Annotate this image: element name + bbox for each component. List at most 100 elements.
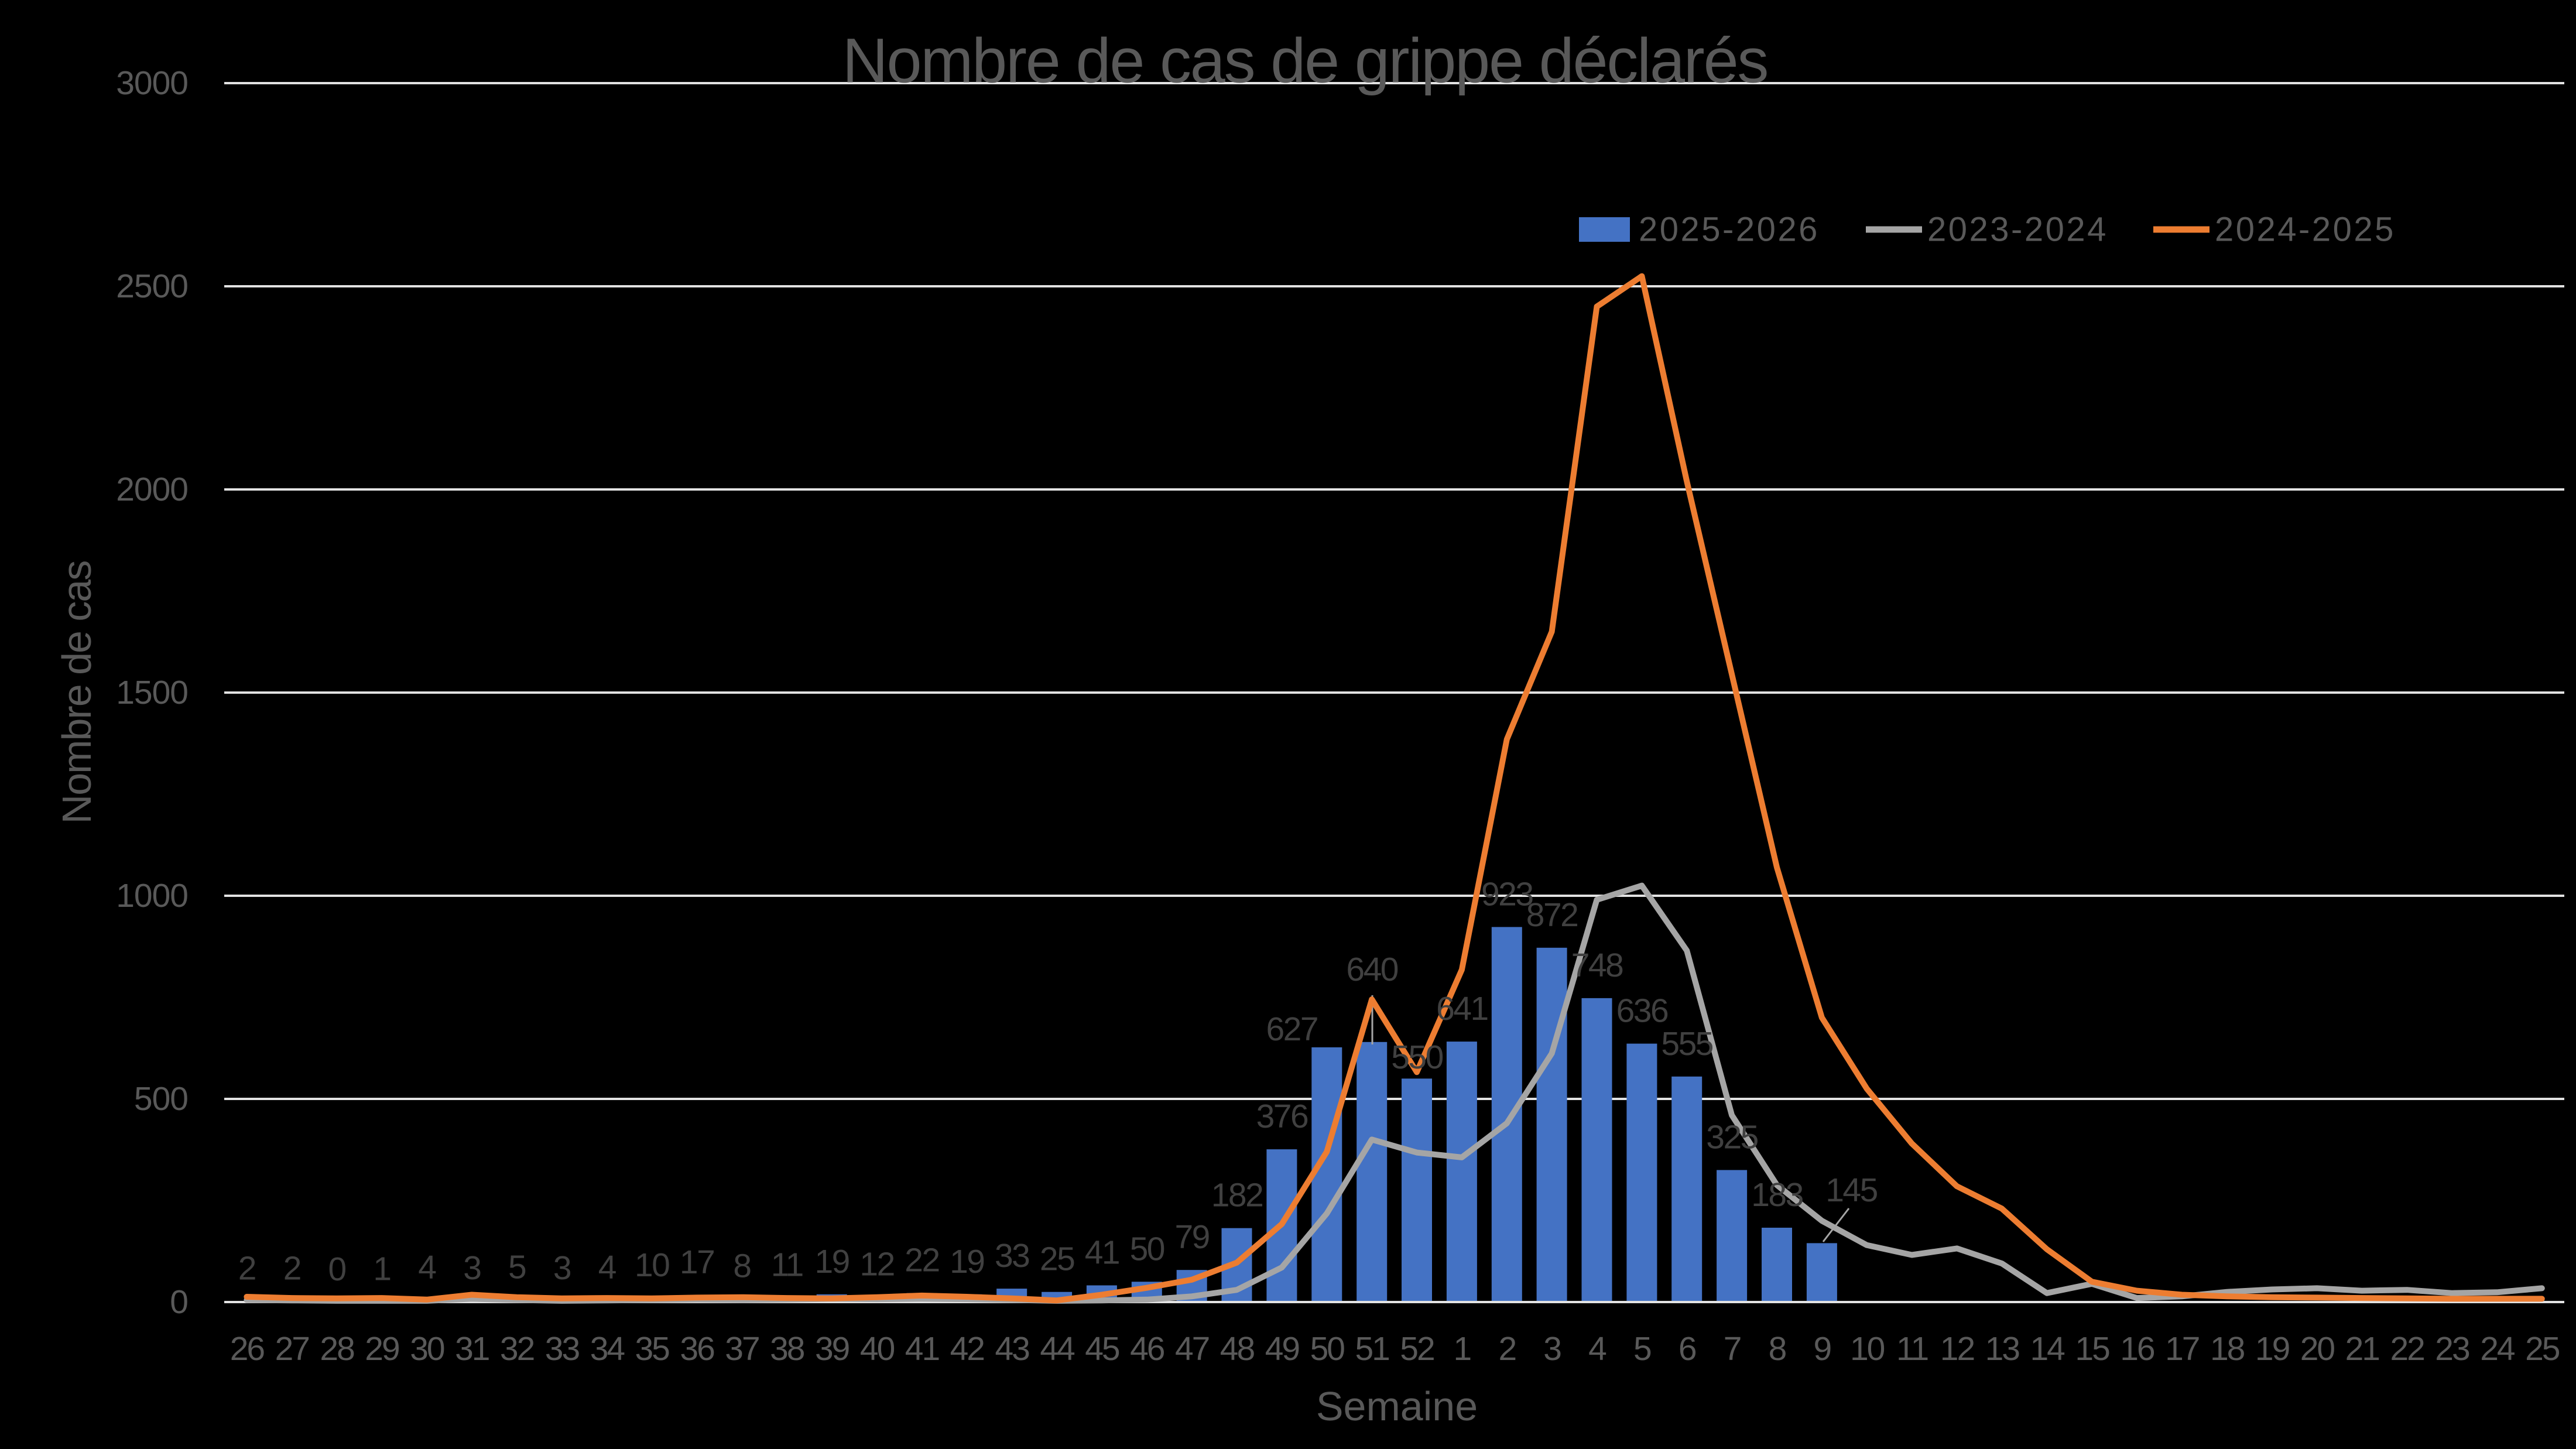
svg-text:11: 11 xyxy=(1896,1330,1927,1368)
svg-text:4: 4 xyxy=(418,1249,436,1286)
svg-text:8: 8 xyxy=(1769,1330,1786,1368)
svg-text:44: 44 xyxy=(1040,1330,1075,1368)
svg-text:19: 19 xyxy=(814,1243,848,1280)
svg-text:3000: 3000 xyxy=(116,64,188,102)
svg-text:11: 11 xyxy=(771,1246,803,1283)
svg-text:35: 35 xyxy=(635,1330,669,1368)
svg-text:32: 32 xyxy=(500,1330,534,1368)
svg-text:1000: 1000 xyxy=(116,877,188,914)
svg-text:550: 550 xyxy=(1391,1039,1443,1076)
svg-text:1500: 1500 xyxy=(116,674,188,711)
svg-text:4: 4 xyxy=(598,1249,616,1286)
svg-text:1: 1 xyxy=(373,1250,390,1287)
svg-text:923: 923 xyxy=(1481,875,1533,913)
svg-text:14: 14 xyxy=(2030,1330,2065,1368)
svg-text:3: 3 xyxy=(1543,1330,1561,1368)
svg-text:37: 37 xyxy=(725,1330,759,1368)
svg-text:0: 0 xyxy=(170,1283,188,1321)
svg-text:12: 12 xyxy=(1940,1330,1974,1368)
svg-text:40: 40 xyxy=(860,1330,895,1368)
svg-text:34: 34 xyxy=(590,1330,625,1368)
svg-text:36: 36 xyxy=(680,1330,714,1368)
svg-text:9: 9 xyxy=(1814,1330,1831,1368)
svg-text:79: 79 xyxy=(1174,1218,1208,1256)
svg-text:41: 41 xyxy=(1085,1234,1119,1272)
svg-text:41: 41 xyxy=(905,1330,939,1368)
svg-text:145: 145 xyxy=(1825,1171,1877,1209)
svg-text:12: 12 xyxy=(859,1246,893,1283)
svg-text:45: 45 xyxy=(1085,1330,1119,1368)
svg-text:20: 20 xyxy=(2300,1330,2335,1368)
svg-text:19: 19 xyxy=(2255,1330,2289,1368)
svg-text:42: 42 xyxy=(950,1330,984,1368)
svg-text:627: 627 xyxy=(1266,1010,1317,1048)
svg-text:49: 49 xyxy=(1265,1330,1299,1368)
svg-text:18: 18 xyxy=(2210,1330,2245,1368)
svg-text:43: 43 xyxy=(995,1330,1029,1368)
svg-text:23: 23 xyxy=(2435,1330,2469,1368)
svg-text:21: 21 xyxy=(2345,1330,2379,1368)
svg-text:2: 2 xyxy=(283,1250,300,1287)
svg-text:39: 39 xyxy=(815,1330,849,1368)
svg-text:872: 872 xyxy=(1526,896,1578,934)
svg-text:0: 0 xyxy=(328,1251,345,1288)
svg-text:31: 31 xyxy=(455,1330,489,1368)
svg-text:50: 50 xyxy=(1130,1230,1164,1268)
svg-text:33: 33 xyxy=(545,1330,580,1368)
svg-text:Nombre de cas: Nombre de cas xyxy=(54,561,100,824)
svg-text:19: 19 xyxy=(950,1243,984,1280)
svg-text:17: 17 xyxy=(2165,1330,2199,1368)
svg-text:2024-2025: 2024-2025 xyxy=(2215,211,2396,249)
svg-text:25: 25 xyxy=(1040,1241,1074,1278)
svg-text:555: 555 xyxy=(1661,1025,1712,1063)
svg-text:640: 640 xyxy=(1346,951,1397,988)
svg-text:500: 500 xyxy=(134,1080,188,1118)
svg-text:641: 641 xyxy=(1436,990,1488,1027)
svg-text:2023-2024: 2023-2024 xyxy=(1927,211,2108,249)
svg-text:46: 46 xyxy=(1130,1330,1164,1368)
svg-text:Semaine: Semaine xyxy=(1316,1383,1478,1429)
svg-text:4: 4 xyxy=(1588,1330,1606,1368)
svg-text:325: 325 xyxy=(1706,1119,1758,1156)
svg-text:748: 748 xyxy=(1571,947,1623,984)
svg-text:3: 3 xyxy=(463,1249,481,1287)
svg-text:2: 2 xyxy=(238,1250,255,1287)
svg-text:2000: 2000 xyxy=(116,471,188,508)
svg-text:29: 29 xyxy=(365,1330,399,1368)
svg-text:183: 183 xyxy=(1751,1176,1803,1214)
svg-text:10: 10 xyxy=(635,1246,669,1284)
svg-text:Nombre de cas de grippe déclar: Nombre de cas de grippe déclarés xyxy=(842,25,1768,96)
svg-text:13: 13 xyxy=(1985,1330,2020,1368)
svg-text:2025-2026: 2025-2026 xyxy=(1639,211,1820,249)
svg-text:26: 26 xyxy=(230,1330,265,1368)
svg-text:17: 17 xyxy=(680,1244,714,1281)
svg-text:5: 5 xyxy=(1633,1330,1651,1368)
svg-text:182: 182 xyxy=(1211,1177,1263,1214)
svg-text:2: 2 xyxy=(1498,1330,1515,1368)
svg-text:50: 50 xyxy=(1310,1330,1345,1368)
svg-text:25: 25 xyxy=(2525,1330,2560,1368)
svg-text:3: 3 xyxy=(553,1249,571,1287)
svg-text:38: 38 xyxy=(770,1330,804,1368)
svg-text:51: 51 xyxy=(1355,1330,1389,1368)
svg-text:16: 16 xyxy=(2120,1330,2154,1368)
svg-text:24: 24 xyxy=(2480,1330,2515,1368)
svg-text:22: 22 xyxy=(905,1242,938,1279)
svg-text:48: 48 xyxy=(1220,1330,1255,1368)
svg-text:1: 1 xyxy=(1454,1330,1471,1368)
svg-text:15: 15 xyxy=(2075,1330,2109,1368)
svg-text:52: 52 xyxy=(1400,1330,1434,1368)
svg-text:2500: 2500 xyxy=(116,268,188,305)
svg-text:27: 27 xyxy=(275,1330,309,1368)
svg-text:30: 30 xyxy=(410,1330,444,1368)
svg-text:636: 636 xyxy=(1616,992,1668,1030)
svg-text:22: 22 xyxy=(2390,1330,2424,1368)
svg-text:33: 33 xyxy=(995,1237,1029,1275)
svg-text:47: 47 xyxy=(1175,1330,1209,1368)
svg-text:5: 5 xyxy=(508,1249,526,1286)
svg-text:376: 376 xyxy=(1256,1098,1308,1135)
svg-text:28: 28 xyxy=(320,1330,354,1368)
svg-text:6: 6 xyxy=(1678,1330,1696,1368)
svg-text:8: 8 xyxy=(733,1247,751,1284)
svg-text:10: 10 xyxy=(1850,1330,1885,1368)
